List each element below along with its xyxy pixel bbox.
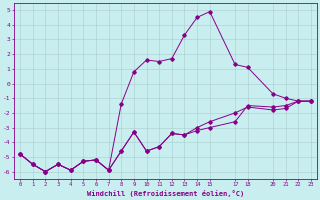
X-axis label: Windchill (Refroidissement éolien,°C): Windchill (Refroidissement éolien,°C) <box>87 190 244 197</box>
